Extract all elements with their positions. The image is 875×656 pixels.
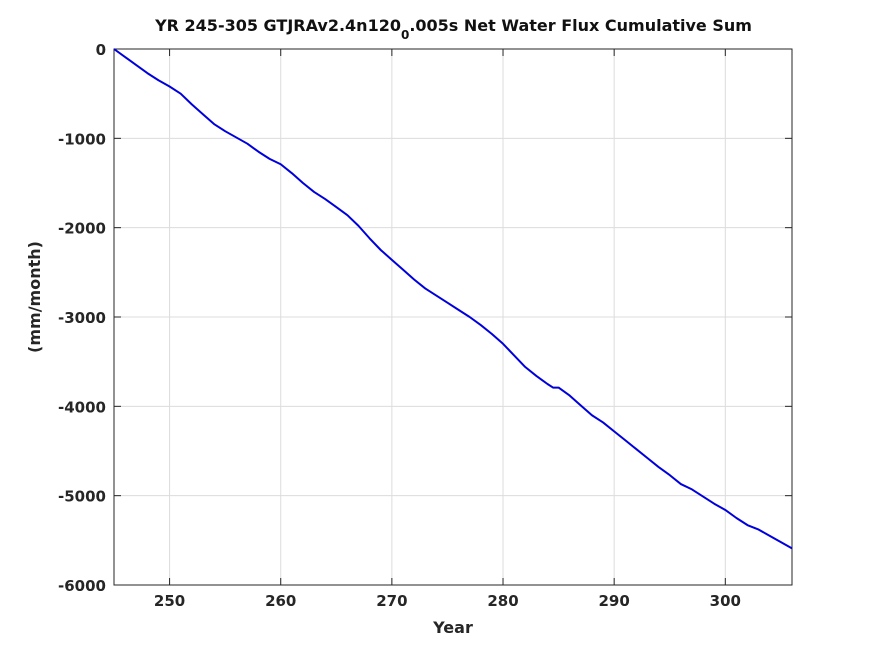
y-tick-label: 0 bbox=[96, 41, 106, 59]
x-tick-label: 250 bbox=[154, 592, 185, 610]
x-tick-label: 290 bbox=[599, 592, 630, 610]
x-tick-label: 300 bbox=[710, 592, 741, 610]
chart-title-main: YR 245-305 GTJRAv2.4n120 bbox=[155, 16, 401, 35]
y-tick-label: -5000 bbox=[58, 488, 106, 506]
tick-labels: 250 260 270 280 290 300 0 -1000 -2000 -3000 -4000 -… bbox=[58, 41, 741, 610]
y-tick-label: -2000 bbox=[58, 220, 106, 238]
y-axis-label: (mm/month) bbox=[25, 241, 44, 353]
chart-title-subscript: 0 bbox=[400, 28, 410, 42]
y-tick-label: -6000 bbox=[58, 577, 106, 595]
chart-title: YR 245-305 GTJRAv2.4n1200.005s Net Water… bbox=[0, 16, 875, 42]
series-layer bbox=[113, 48, 793, 550]
x-tick-label: 270 bbox=[376, 592, 407, 610]
y-tick-label: -3000 bbox=[58, 309, 106, 327]
series-line-0 bbox=[113, 48, 793, 550]
y-tick-label: -1000 bbox=[58, 130, 106, 148]
grid-lines bbox=[114, 48, 792, 586]
chart-title-rest: .005s Net Water Flux Cumulative Sum bbox=[409, 16, 752, 35]
x-tick-label: 280 bbox=[487, 592, 518, 610]
x-tick-label: 260 bbox=[265, 592, 296, 610]
x-axis-label: Year bbox=[432, 618, 473, 637]
y-tick-label: -4000 bbox=[58, 398, 106, 416]
